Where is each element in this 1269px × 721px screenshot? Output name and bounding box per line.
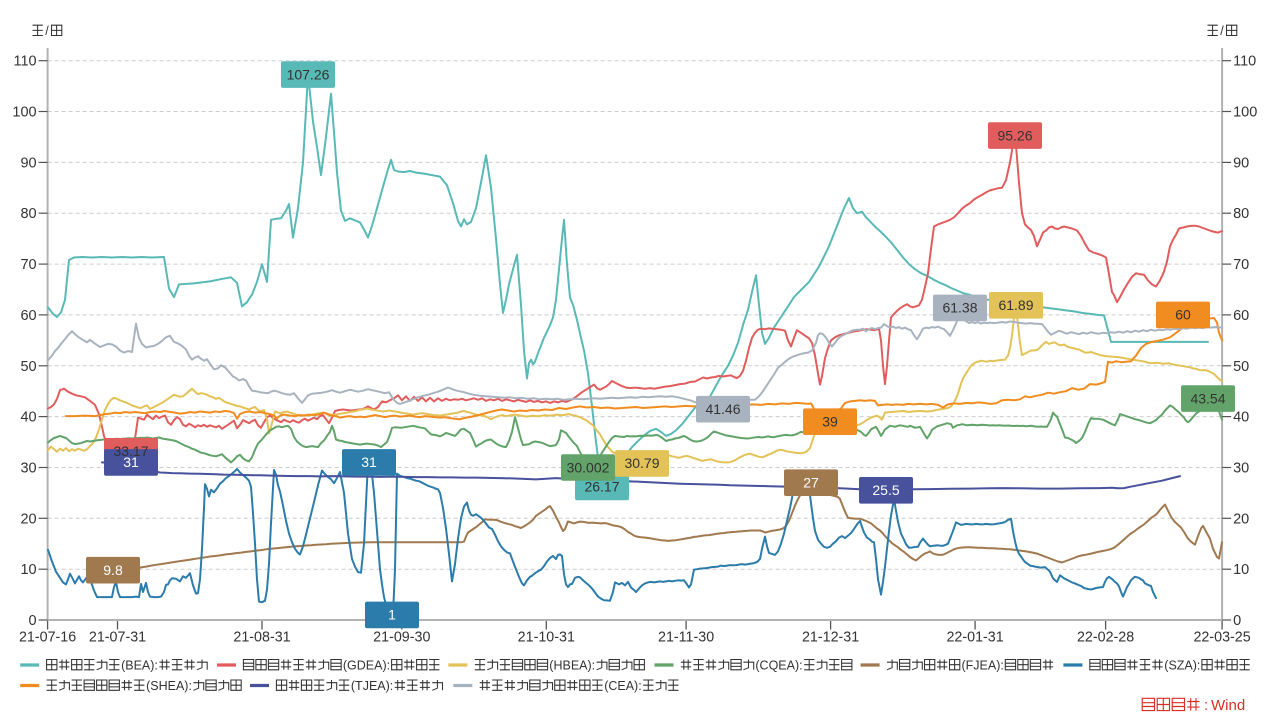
svg-text:21-12-31: 21-12-31 [802,630,859,646]
svg-text:/: / [1220,24,1224,38]
svg-text:21-07-16: 21-07-16 [19,630,76,646]
svg-text:10: 10 [20,562,36,578]
svg-text:95.26: 95.26 [997,127,1032,143]
svg-text:30.002: 30.002 [567,459,610,475]
svg-text:22-01-31: 22-01-31 [946,630,1003,646]
svg-text:30.79: 30.79 [624,455,659,471]
svg-text:41.46: 41.46 [705,401,740,417]
svg-text:70: 70 [1233,257,1249,273]
svg-text:107.26: 107.26 [287,66,330,82]
svg-text:60: 60 [1175,307,1191,323]
svg-text:30: 30 [1233,461,1249,477]
svg-text:90: 90 [20,155,36,171]
svg-text:22-03-25: 22-03-25 [1193,630,1250,646]
svg-text:21-10-31: 21-10-31 [518,630,575,646]
svg-text:40: 40 [1233,410,1249,426]
svg-text::: : [1204,698,1208,714]
svg-text:Wind: Wind [1211,697,1245,714]
svg-text:70: 70 [20,257,36,273]
svg-text:20: 20 [20,511,36,527]
svg-text:100: 100 [1233,105,1257,121]
svg-text:110: 110 [13,54,36,70]
svg-text:39: 39 [822,414,838,430]
svg-text:(HBEA):: (HBEA): [549,658,595,672]
svg-text:80: 80 [1233,206,1249,222]
svg-text:60: 60 [1233,308,1249,324]
svg-text:61.89: 61.89 [998,297,1033,313]
svg-text:21-07-31: 21-07-31 [89,630,146,646]
svg-text:43.54: 43.54 [1190,390,1225,406]
svg-text:(CQEA):: (CQEA): [755,658,802,672]
svg-text:40: 40 [20,410,36,426]
svg-text:(GDEA):: (GDEA): [343,658,390,672]
svg-text:27: 27 [803,475,819,491]
svg-text:(SHEA):: (SHEA): [146,679,192,693]
svg-text:9.8: 9.8 [103,562,123,578]
svg-text:50: 50 [20,359,36,375]
svg-text:(TJEA):: (TJEA): [351,679,393,693]
svg-text:(BEA):: (BEA): [121,658,158,672]
svg-text:31: 31 [361,454,377,470]
svg-text:100: 100 [12,105,36,121]
svg-text:90: 90 [1233,155,1249,171]
svg-text:0: 0 [29,613,37,629]
svg-text:0: 0 [1233,613,1241,629]
svg-text:80: 80 [20,206,36,222]
svg-text:20: 20 [1233,511,1249,527]
svg-text:22-02-28: 22-02-28 [1077,630,1134,646]
svg-text:33.17: 33.17 [113,443,148,459]
svg-text:60: 60 [20,308,36,324]
svg-text:(FJEA):: (FJEA): [962,658,1004,672]
svg-text:(CEA):: (CEA): [604,679,642,693]
svg-text:25.5: 25.5 [872,482,899,498]
svg-text:1: 1 [388,607,396,623]
svg-text:110: 110 [1233,54,1256,70]
svg-text:(SZA):: (SZA): [1164,658,1200,672]
svg-text:/: / [45,24,49,38]
svg-text:21-09-30: 21-09-30 [373,630,430,646]
svg-text:50: 50 [1233,359,1249,375]
svg-text:61.38: 61.38 [942,300,977,316]
svg-text:10: 10 [1233,562,1249,578]
svg-text:21-08-31: 21-08-31 [233,630,290,646]
svg-text:26.17: 26.17 [584,479,619,495]
svg-text:30: 30 [20,461,36,477]
svg-text:31: 31 [123,454,139,470]
svg-text:21-11-30: 21-11-30 [658,630,714,646]
